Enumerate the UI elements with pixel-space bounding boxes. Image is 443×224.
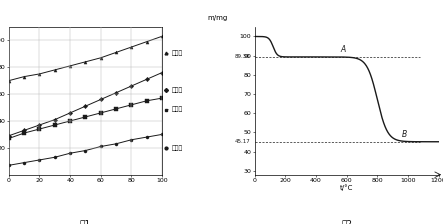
Text: 氯化錕: 氯化錕 xyxy=(171,107,183,112)
Text: 89.35: 89.35 xyxy=(235,54,251,59)
Text: 硫酸铵: 硫酸铵 xyxy=(171,51,183,56)
Y-axis label: m/mg: m/mg xyxy=(208,15,228,21)
Text: B: B xyxy=(402,130,407,139)
Text: 氯化铵: 氯化铵 xyxy=(171,88,183,93)
Text: 图1: 图1 xyxy=(80,219,91,224)
Text: 硫酸錕: 硫酸錕 xyxy=(171,145,183,151)
X-axis label: t/°C: t/°C xyxy=(340,185,354,191)
Text: A: A xyxy=(341,45,346,54)
Text: 45.17: 45.17 xyxy=(235,139,251,144)
Text: 图2: 图2 xyxy=(341,219,352,224)
